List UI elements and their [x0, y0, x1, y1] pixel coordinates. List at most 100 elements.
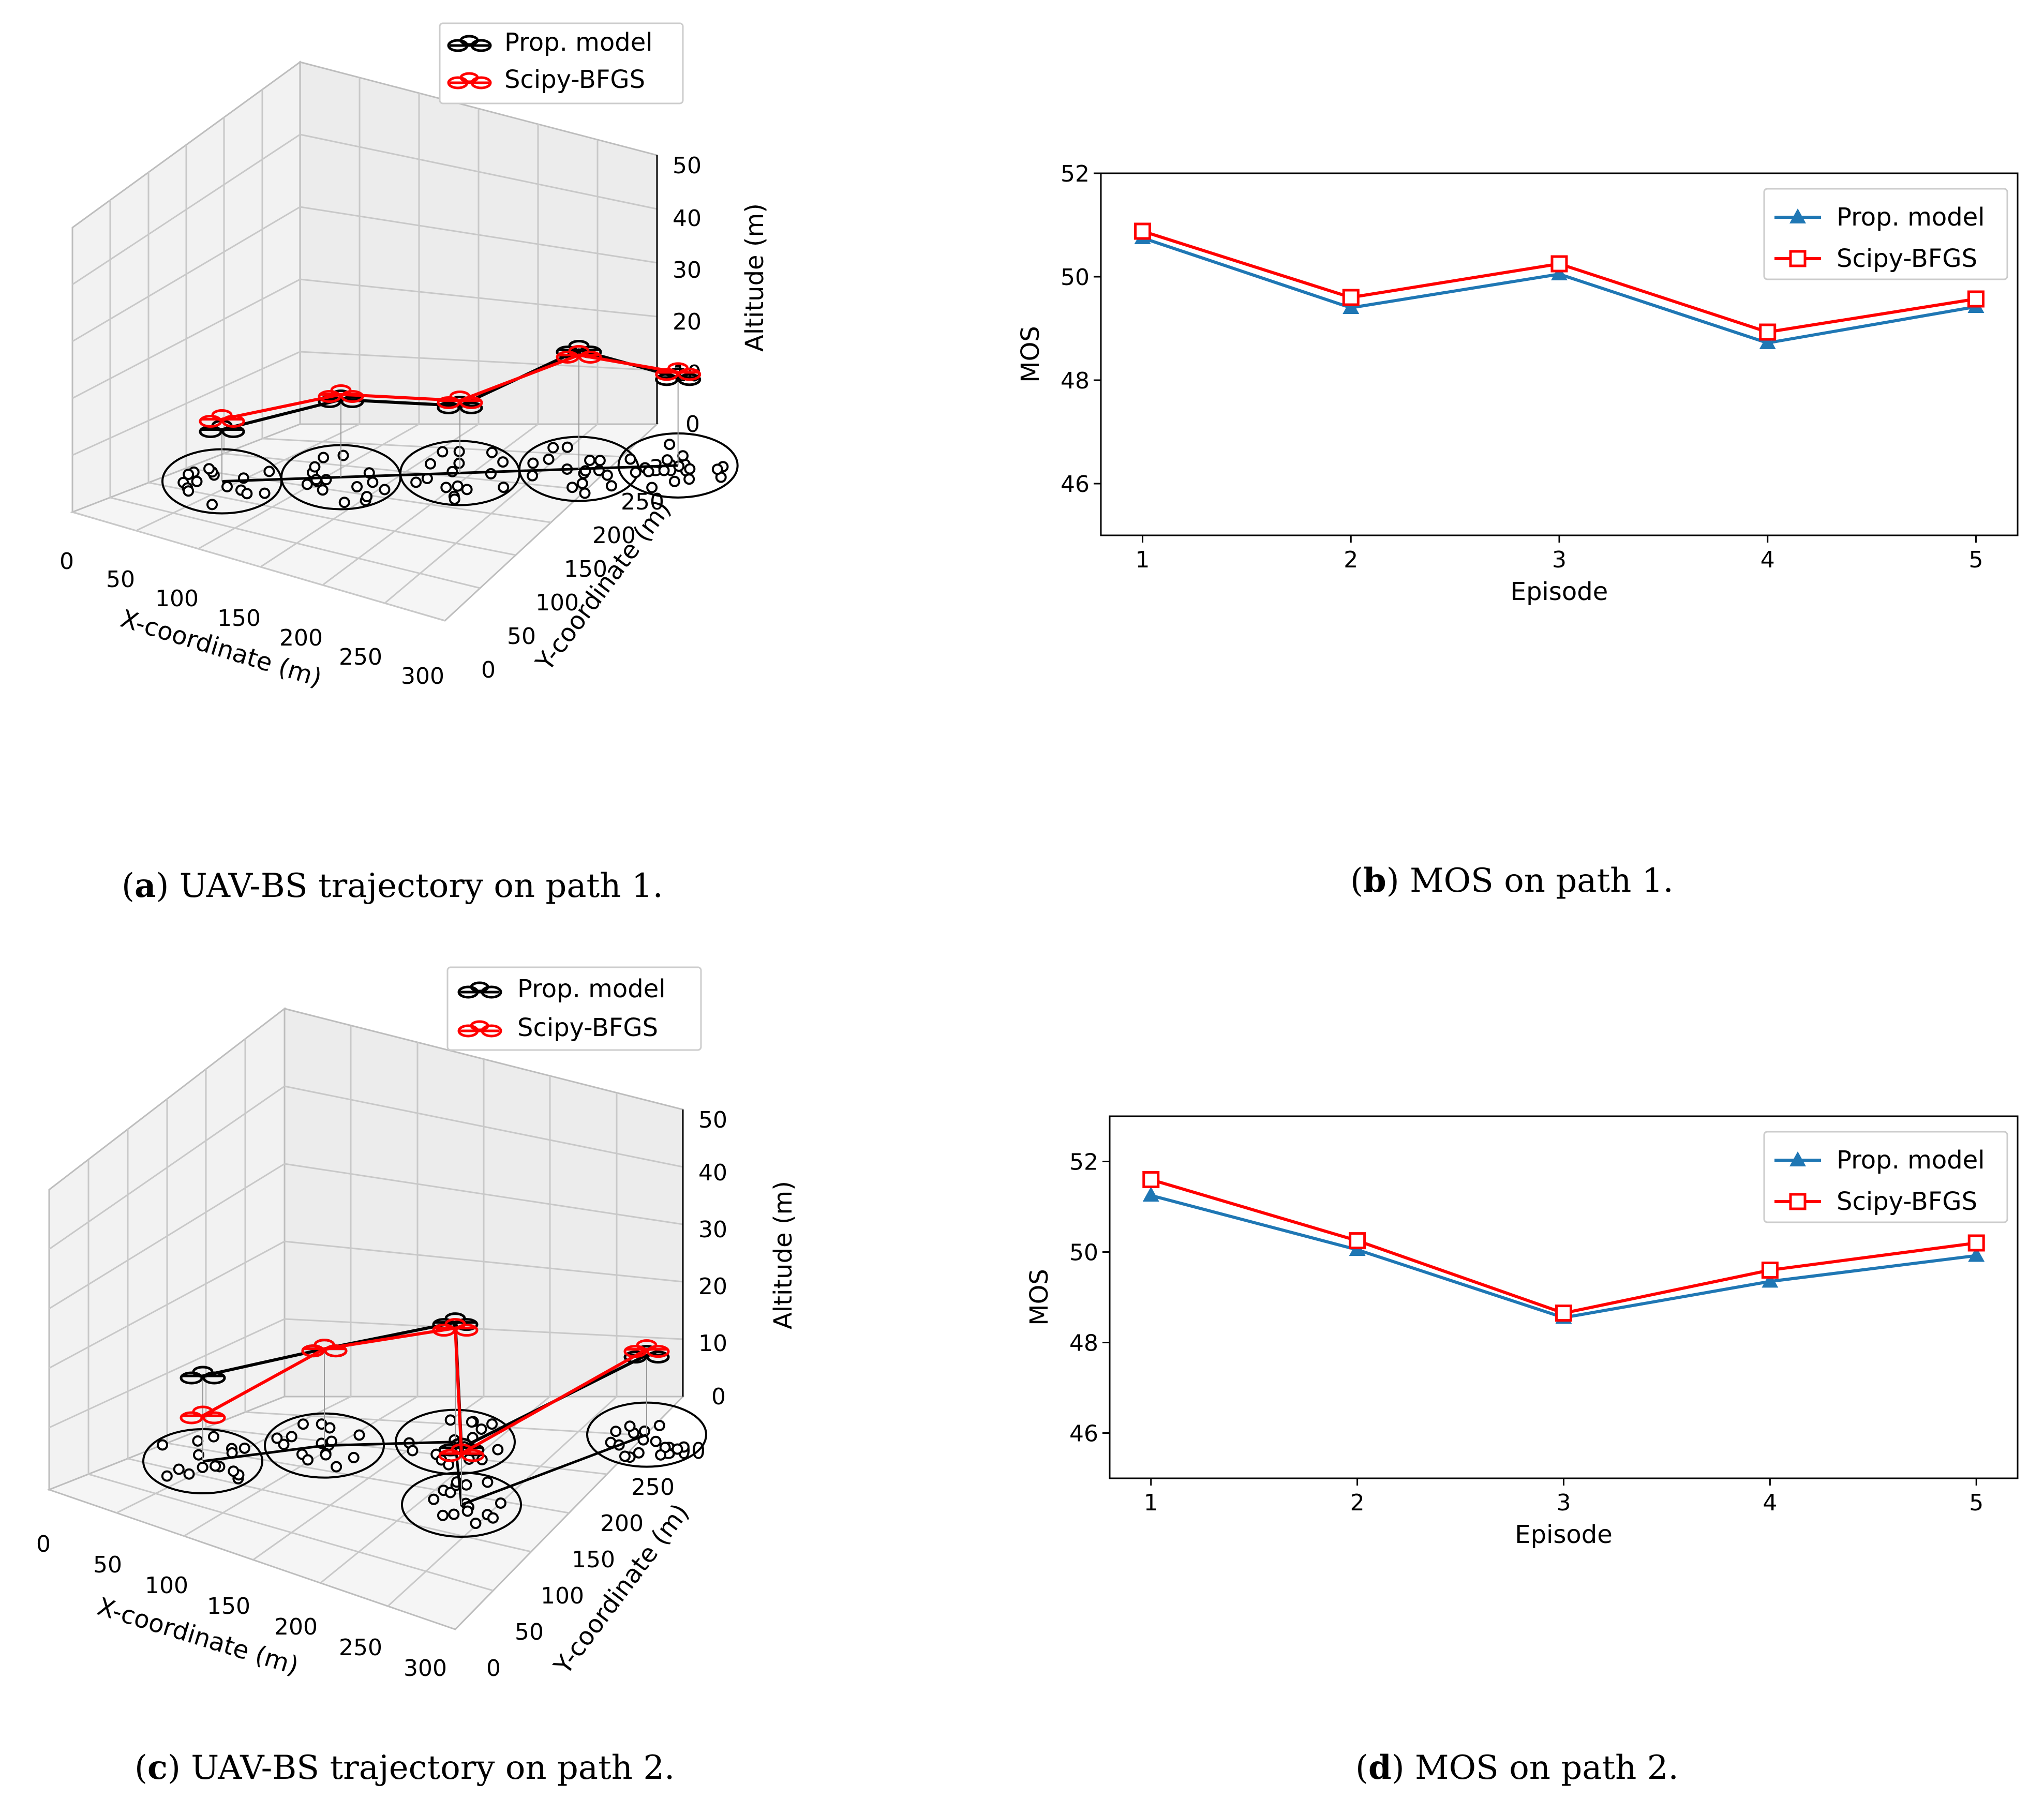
x-tick: 250	[339, 1635, 382, 1661]
user-point	[497, 456, 509, 468]
x-tick-label: 3	[1552, 547, 1566, 573]
panel-c-trajectory	[142, 1312, 707, 1538]
data-point	[1968, 1247, 1985, 1262]
y-tick: 0	[486, 1655, 501, 1682]
x-tick: 100	[155, 586, 199, 612]
data-point	[1134, 222, 1152, 240]
legend-label: Scipy-BFGS	[1837, 1187, 1977, 1216]
user-point	[486, 446, 498, 458]
x-tick-label: 4	[1760, 547, 1775, 573]
x-tick: 100	[145, 1572, 188, 1599]
legend-drone-red-icon	[457, 1020, 502, 1038]
x-axis-label: Episode	[1511, 577, 1608, 606]
drone-icon	[199, 409, 245, 428]
user-point	[668, 475, 680, 487]
legend-drone-red-icon	[447, 72, 492, 89]
drone-icon	[655, 362, 702, 381]
user-point	[361, 491, 373, 503]
panel-c-x-ticks: 0 50 100 150 200 250 300	[36, 1531, 447, 1682]
y-tick: 50	[507, 623, 536, 650]
x-tick-label: 5	[1969, 1490, 1983, 1516]
legend-marker	[1789, 250, 1807, 267]
user-point	[353, 1429, 365, 1441]
user-point	[192, 1435, 204, 1447]
user-point	[584, 454, 596, 466]
drone-icon	[180, 1366, 226, 1385]
user-point	[318, 452, 330, 463]
legend-box	[1763, 188, 2008, 280]
panel-a-x-ticks: 0 50 100 150 200 250 300	[59, 548, 444, 689]
z-tick: 50	[698, 1107, 727, 1133]
panel-a-zlabel: Altitude (m)	[740, 203, 769, 352]
data-point	[1761, 1262, 1779, 1279]
user-point	[492, 1444, 504, 1456]
user-point	[460, 1479, 472, 1491]
drone-icon	[180, 1405, 226, 1425]
user-point	[453, 457, 465, 469]
x-tick: 300	[401, 663, 444, 689]
legend-marker	[1789, 1193, 1807, 1210]
user-point	[278, 1438, 290, 1450]
user-point	[297, 1418, 309, 1430]
drone-icon	[437, 391, 483, 409]
y-axis-label: MOS	[1016, 326, 1045, 383]
user-point	[367, 476, 379, 488]
x-tick-label: 4	[1763, 1490, 1777, 1516]
y-tick-label: 52	[1061, 161, 1090, 187]
x-tick: 150	[217, 605, 261, 632]
legend-label: Prop. model	[1837, 1146, 1985, 1175]
z-tick: 10	[698, 1330, 727, 1357]
legend-box	[1763, 1131, 2008, 1223]
user-point	[547, 442, 559, 454]
x-tick-label: 3	[1557, 1490, 1571, 1516]
x-tick: 0	[59, 548, 74, 575]
drone-icon	[432, 1318, 479, 1337]
panel-c-legend: Prop. model Scipy-BFGS	[446, 966, 702, 1051]
user-point	[317, 484, 329, 496]
user-point	[320, 1449, 332, 1461]
user-point	[711, 463, 723, 475]
user-point	[183, 1468, 195, 1480]
z-tick: 50	[673, 153, 702, 179]
user-point	[271, 1432, 283, 1444]
user-point	[655, 1449, 667, 1461]
user-point	[241, 488, 253, 500]
legend-drone-black-icon	[447, 35, 492, 52]
user-point	[157, 1439, 169, 1451]
user-point	[348, 1451, 360, 1463]
user-point	[210, 1460, 221, 1472]
user-point	[161, 1470, 173, 1482]
user-point	[624, 1420, 636, 1432]
user-point	[498, 482, 510, 493]
user-point	[543, 453, 555, 465]
x-tick: 300	[404, 1655, 447, 1682]
caption-b: (b) MOS on path 1.	[1350, 861, 1674, 900]
user-point	[221, 481, 233, 492]
user-point	[579, 487, 591, 499]
user-point	[470, 1518, 482, 1530]
y-tick: 250	[631, 1474, 675, 1501]
user-point	[407, 1445, 419, 1457]
data-point	[1551, 265, 1568, 280]
user-point	[650, 1435, 662, 1447]
panel-a-trajectory	[161, 340, 739, 515]
user-point	[466, 1416, 478, 1428]
legend-drone-black-icon	[457, 981, 502, 999]
z-tick: 0	[711, 1384, 726, 1410]
data-point	[1967, 290, 1985, 308]
user-point	[428, 1493, 440, 1505]
data-point	[1759, 334, 1776, 349]
user-point	[444, 1487, 456, 1498]
x-tick: 50	[106, 566, 135, 593]
user-point	[485, 468, 497, 479]
panel-a-z-ticks: 0 10 20 30 40 50	[656, 153, 702, 438]
user-point	[453, 445, 465, 457]
user-point	[337, 449, 349, 461]
user-point	[173, 1463, 185, 1475]
caption-c: (c) UAV-BS trajectory on path 2.	[135, 1748, 675, 1787]
user-point	[619, 1450, 631, 1462]
user-point	[527, 470, 539, 482]
user-point	[444, 1414, 456, 1426]
y-tick: 0	[481, 657, 496, 683]
